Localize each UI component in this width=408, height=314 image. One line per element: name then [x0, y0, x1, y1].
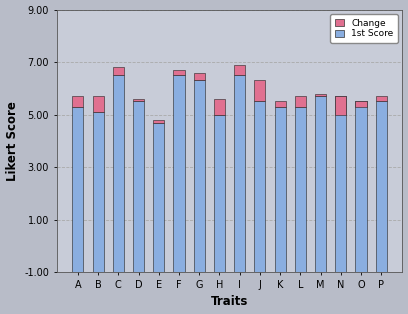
X-axis label: Traits: Traits [211, 295, 248, 308]
Bar [133, 101, 144, 272]
Bar [254, 80, 266, 101]
Bar [335, 96, 346, 115]
Bar [234, 75, 245, 272]
Bar [295, 107, 306, 272]
Bar [93, 112, 104, 272]
Bar [153, 120, 164, 122]
Bar [275, 107, 286, 272]
Bar [254, 101, 266, 272]
Bar [173, 75, 184, 272]
Bar [376, 96, 387, 101]
Bar [194, 80, 205, 272]
Bar [295, 96, 306, 107]
Bar [93, 96, 104, 112]
Y-axis label: Likert Score: Likert Score [6, 101, 18, 181]
Bar [335, 96, 346, 272]
Bar [214, 99, 225, 115]
Bar [133, 99, 144, 101]
Bar [153, 122, 164, 272]
Bar [275, 101, 286, 107]
Bar [355, 101, 366, 107]
Bar [315, 94, 326, 96]
Bar [355, 101, 366, 272]
Bar [72, 107, 84, 272]
Bar [214, 115, 225, 272]
Bar [194, 73, 205, 80]
Bar [113, 75, 124, 272]
Bar [173, 70, 184, 75]
Legend: Change, 1st Score: Change, 1st Score [330, 14, 398, 43]
Bar [315, 96, 326, 272]
Bar [234, 65, 245, 75]
Bar [72, 96, 84, 107]
Bar [376, 101, 387, 272]
Bar [113, 67, 124, 75]
